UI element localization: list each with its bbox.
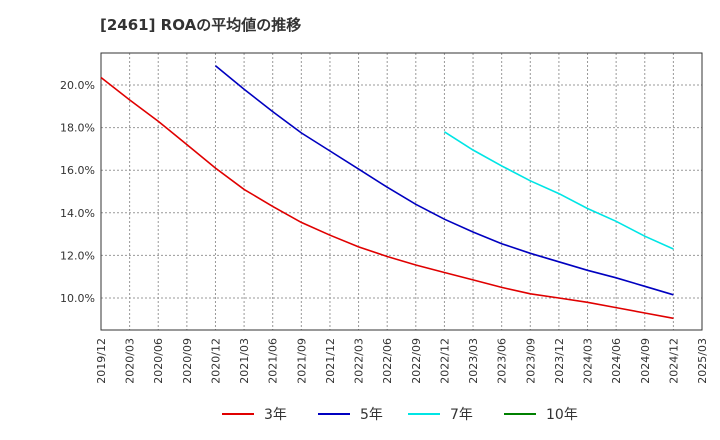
plot-area-border — [100, 52, 703, 331]
y-tick-label: 10.0% — [60, 292, 95, 305]
x-tick-label: 2020/06 — [152, 338, 165, 384]
x-tick-label: 2022/09 — [410, 338, 423, 384]
series-line — [100, 76, 674, 320]
x-tick-label: 2024/03 — [582, 338, 595, 384]
x-tick-label: 2021/03 — [238, 338, 251, 384]
x-tick-label: 2022/12 — [438, 338, 451, 384]
x-tick-label: 2021/12 — [324, 338, 337, 384]
chart-title: [2461] ROAの平均値の推移 — [100, 16, 302, 34]
x-tick-label: 2022/06 — [381, 338, 394, 384]
x-tick-label: 2023/06 — [496, 338, 509, 384]
x-tick-label: 2024/12 — [667, 338, 680, 384]
x-tick-label: 2020/09 — [181, 338, 194, 384]
x-tick-label: 2024/06 — [610, 338, 623, 384]
y-tick-label: 18.0% — [60, 122, 95, 135]
y-tick-label: 16.0% — [60, 164, 95, 177]
x-tick-label: 2020/03 — [124, 338, 137, 384]
series-line — [214, 65, 674, 296]
x-tick-label: 2025/03 — [696, 338, 709, 384]
x-tick-label: 2023/09 — [524, 338, 537, 384]
x-tick-label: 2020/12 — [209, 338, 222, 384]
x-tick-label: 2022/03 — [353, 338, 366, 384]
y-tick-label: 14.0% — [60, 207, 95, 220]
y-tick-label: 20.0% — [60, 79, 95, 92]
y-tick-label: 12.0% — [60, 249, 95, 262]
series-line — [443, 131, 674, 250]
x-tick-label: 2019/12 — [95, 338, 108, 384]
x-tick-label: 2024/09 — [639, 338, 652, 384]
x-tick-label: 2021/06 — [267, 338, 280, 384]
legend-label: 3年 — [264, 407, 287, 423]
x-tick-label: 2023/12 — [553, 338, 566, 384]
x-tick-label: 2021/09 — [295, 338, 308, 384]
x-tick-label: 2023/03 — [467, 338, 480, 384]
legend-label: 7年 — [450, 407, 473, 423]
legend-label: 10年 — [546, 407, 578, 423]
legend-label: 5年 — [360, 407, 383, 423]
